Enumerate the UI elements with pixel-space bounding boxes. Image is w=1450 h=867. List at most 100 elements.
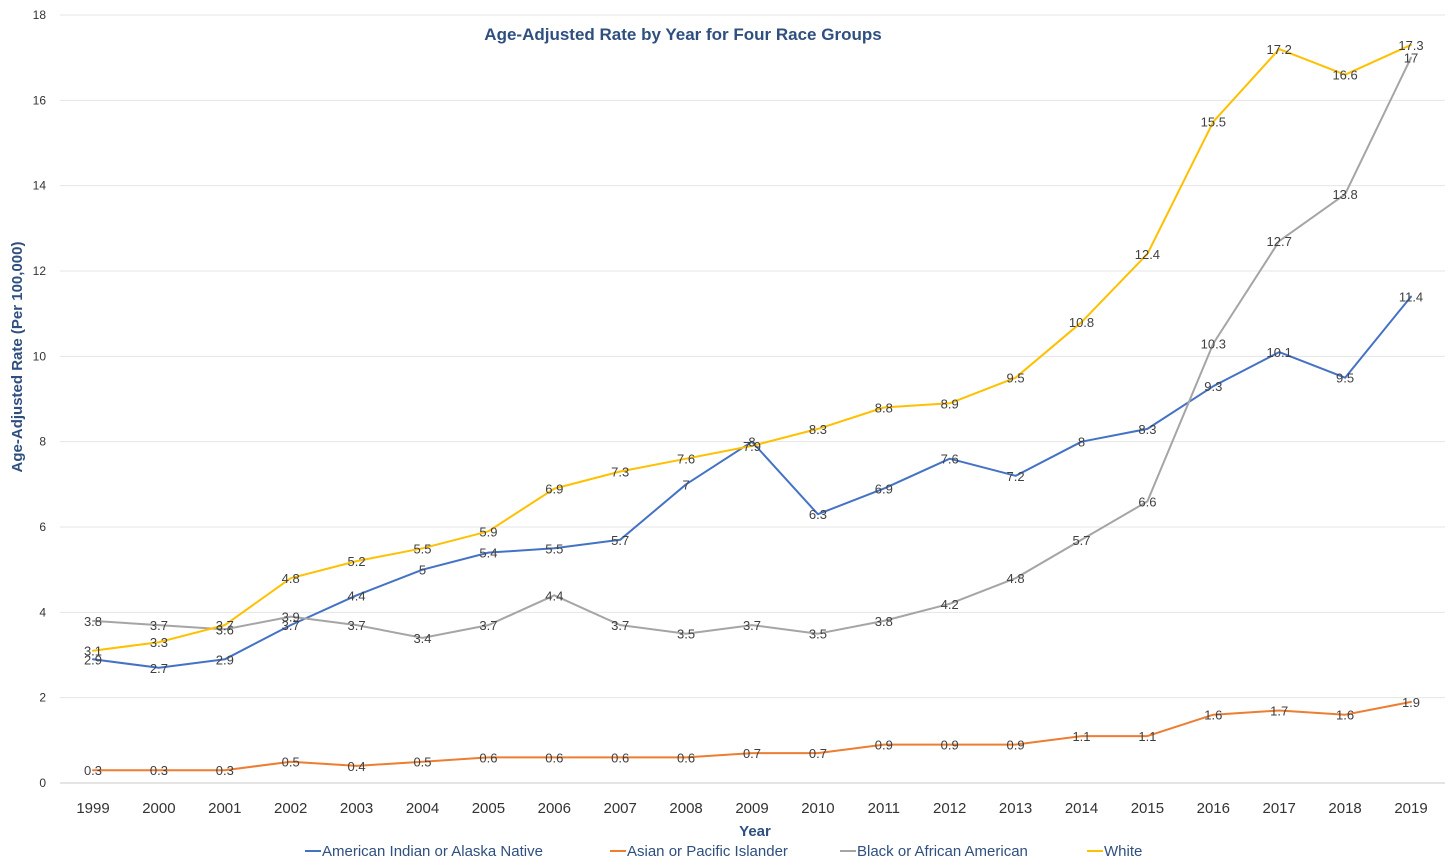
x-tick-label: 2007 [604,800,637,817]
data-label: 5.9 [479,524,497,539]
legend-item: White [1087,843,1142,860]
data-label: 0.3 [84,763,102,778]
x-tick-label: 1999 [76,800,109,817]
legend-item: Black or African American [840,843,1028,860]
data-label: 3.1 [84,644,102,659]
data-label: 8.3 [809,422,827,437]
data-label: 1.1 [1138,729,1156,744]
x-tick-label: 2016 [1197,800,1230,817]
legend-label: Asian or Pacific Islander [627,843,788,860]
x-tick-label: 2019 [1394,800,1427,817]
data-label: 4.8 [1007,571,1025,586]
data-label: 10.3 [1201,337,1226,352]
data-label: 5 [419,563,426,578]
y-axis-title: Age-Adjusted Rate (Per 100,000) [9,242,26,473]
x-tick-label: 2006 [538,800,571,817]
y-tick-label: 10 [33,349,47,363]
data-label: 5.2 [348,554,366,569]
data-label: 0.6 [479,750,497,765]
data-label: 17.3 [1398,38,1423,53]
data-label: 0.3 [150,763,168,778]
data-label: 5.7 [611,533,629,548]
x-axis-title: Year [739,823,771,840]
data-label: 1.1 [1072,729,1090,744]
data-label: 10.1 [1267,345,1292,360]
data-label: 7.2 [1007,469,1025,484]
series-line [92,700,1412,772]
data-labels: 2.9 2.7 2.9 3.7 4.4 5 5.4 5.5 5.7 7 8 6.3 6.9 7.6 7.2 8… [84,38,1424,778]
y-tick-label: 8 [39,435,46,449]
data-label: 0.4 [348,759,366,774]
y-tick-label: 2 [39,691,46,705]
data-label: 3.7 [216,618,234,633]
x-tick-label: 2001 [208,800,241,817]
x-tick-label: 2012 [933,800,966,817]
data-label: 3.7 [150,618,168,633]
data-label: 3.9 [282,610,300,625]
data-label: 6.6 [1138,494,1156,509]
data-label: 7.6 [941,452,959,467]
x-tick-label: 2009 [735,800,768,817]
data-label: 3.7 [479,618,497,633]
legend-label: American Indian or Alaska Native [322,843,543,860]
data-label: 2.9 [84,652,102,667]
data-label: 0.6 [611,750,629,765]
data-label: 3.6 [216,622,234,637]
chart-title: Age-Adjusted Rate by Year for Four Race … [484,25,881,44]
series-line [92,43,1412,652]
data-label: 7.3 [611,465,629,480]
legend: American Indian or Alaska Native Asian or… [305,843,1142,860]
x-tick-label: 2010 [801,800,834,817]
data-label: 12.4 [1135,247,1160,262]
data-label: 8.3 [1138,422,1156,437]
data-label: 1.9 [1402,695,1420,710]
data-label: 1.6 [1204,708,1222,723]
data-label: 9.3 [1204,379,1222,394]
data-label: 5.7 [1072,533,1090,548]
data-label: 9.5 [1336,371,1354,386]
data-label: 3.8 [84,614,102,629]
data-label: 4.2 [941,597,959,612]
data-label: 0.6 [545,750,563,765]
data-label: 4.4 [348,588,366,603]
legend-label: Black or African American [857,843,1028,860]
data-label: 4.8 [282,571,300,586]
data-label: 15.5 [1201,115,1226,130]
x-tick-label: 2017 [1263,800,1296,817]
data-label: 5.4 [479,546,497,561]
data-label: 3.3 [150,635,168,650]
data-label: 0.3 [216,763,234,778]
data-label: 5.5 [545,541,563,556]
x-tick-label: 2015 [1131,800,1164,817]
data-label: 1.7 [1270,703,1288,718]
data-label: 0.9 [1007,738,1025,753]
x-axis-ticks: 1999 2000 2001 2002 2003 2004 2005 2006 2007 2008… [76,800,1427,817]
x-tick-label: 2004 [406,800,439,817]
data-label: 8.8 [875,401,893,416]
series-lines [92,43,1412,772]
x-tick-label: 2018 [1328,800,1361,817]
data-label: 3.7 [743,618,761,633]
y-tick-label: 14 [33,179,47,193]
data-label: 2.9 [216,652,234,667]
data-label: 3.7 [348,618,366,633]
data-label: 8.9 [941,396,959,411]
series-line [92,295,1412,669]
data-label: 6.9 [545,482,563,497]
data-label: 17.2 [1267,42,1292,57]
x-tick-label: 2002 [274,800,307,817]
x-tick-label: 2005 [472,800,505,817]
data-label: 3.5 [809,627,827,642]
data-label: 3.5 [677,627,695,642]
x-tick-label: 2008 [669,800,702,817]
data-label: 12.7 [1267,234,1292,249]
data-label: 0.5 [413,755,431,770]
data-label: 16.6 [1332,68,1357,83]
data-label: 9.5 [1007,371,1025,386]
data-label: 1.6 [1336,708,1354,723]
data-label: 3.8 [875,614,893,629]
data-label: 0.6 [677,750,695,765]
data-label: 0.5 [282,755,300,770]
data-label: 7.6 [677,452,695,467]
